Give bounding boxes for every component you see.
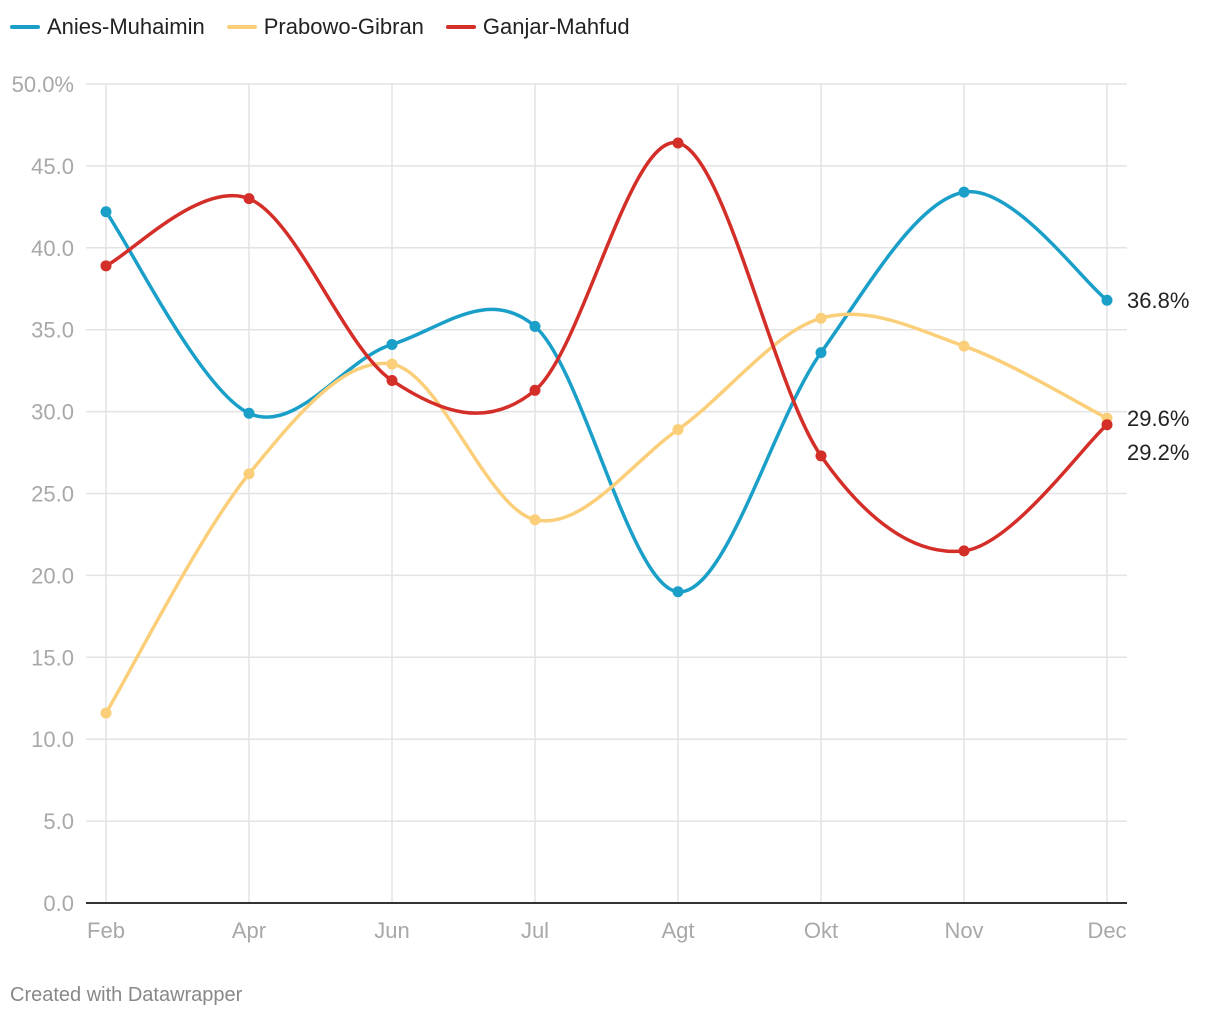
series-line-anies-muhaimin bbox=[104, 189, 1109, 594]
data-point bbox=[100, 260, 112, 272]
legend-item: Prabowo-Gibran bbox=[226, 14, 424, 40]
label-layer: 36.8% 29.6% 29.2% bbox=[1127, 288, 1189, 465]
y-tick-label: 15.0 bbox=[31, 645, 74, 670]
legend-label: Ganjar-Mahfud bbox=[482, 14, 630, 39]
y-tick-label: 45.0 bbox=[31, 154, 74, 179]
data-point bbox=[958, 340, 970, 352]
y-tick-label: 50.0% bbox=[12, 72, 74, 97]
x-tick-label: Dec bbox=[1087, 918, 1126, 943]
x-tick-label: Agt bbox=[661, 918, 694, 943]
data-point bbox=[529, 514, 541, 526]
y-tick-label: 0.0 bbox=[43, 891, 74, 916]
end-value-label: 29.6% bbox=[1127, 406, 1189, 431]
data-point bbox=[958, 545, 970, 557]
end-value-label: 36.8% bbox=[1127, 288, 1189, 313]
series-line-ganjar-mahfud bbox=[104, 141, 1109, 554]
data-point bbox=[100, 206, 112, 218]
y-tick-label: 25.0 bbox=[31, 482, 74, 507]
data-point bbox=[386, 358, 398, 370]
data-point bbox=[672, 586, 684, 598]
line-chart: 0.0 5.0 10.0 15.0 20.0 25.0 30.0 35.0 40.0 45.0 50… bbox=[12, 72, 1190, 943]
y-tick-label: 5.0 bbox=[43, 809, 74, 834]
data-point bbox=[100, 707, 112, 719]
chart-legend: Anies-Muhaimin Prabowo-Gibran Ganjar-Mahfu… bbox=[10, 14, 652, 40]
legend-swatch bbox=[226, 25, 257, 29]
data-point bbox=[243, 468, 255, 480]
data-point bbox=[1101, 419, 1113, 431]
y-tick-label: 20.0 bbox=[31, 563, 74, 588]
data-point bbox=[815, 312, 827, 324]
end-value-label: 29.2% bbox=[1127, 440, 1189, 465]
data-point bbox=[243, 193, 255, 205]
series-line-prabowo-gibran bbox=[104, 312, 1109, 715]
x-tick-label: Okt bbox=[804, 918, 838, 943]
y-tick-label: 40.0 bbox=[31, 236, 74, 261]
grid-layer bbox=[86, 83, 1127, 903]
x-tick-label: Feb bbox=[87, 918, 125, 943]
legend-label: Anies-Muhaimin bbox=[47, 14, 205, 39]
y-tick-label: 35.0 bbox=[31, 318, 74, 343]
legend-swatch bbox=[445, 25, 476, 29]
data-point bbox=[672, 424, 684, 436]
y-tick-label: 30.0 bbox=[31, 400, 74, 425]
series-layer bbox=[100, 137, 1113, 719]
data-point bbox=[386, 374, 398, 386]
x-tick-label: Nov bbox=[944, 918, 983, 943]
legend-swatch bbox=[10, 25, 40, 29]
data-point bbox=[1101, 294, 1113, 306]
data-point bbox=[386, 338, 398, 350]
data-point bbox=[815, 450, 827, 462]
legend-item: Anies-Muhaimin bbox=[10, 14, 205, 40]
y-tick-label: 10.0 bbox=[31, 727, 74, 752]
x-tick-label: Jun bbox=[374, 918, 409, 943]
data-point bbox=[958, 186, 970, 198]
data-point bbox=[529, 320, 541, 332]
data-point bbox=[529, 384, 541, 396]
x-tick-label: Jul bbox=[521, 918, 549, 943]
legend-item: Ganjar-Mahfud bbox=[445, 14, 630, 40]
data-point bbox=[243, 407, 255, 419]
footer-credit: Created with Datawrapper bbox=[10, 984, 243, 1006]
x-tick-label: Apr bbox=[232, 918, 266, 943]
data-point bbox=[815, 347, 827, 359]
axis-layer: 0.0 5.0 10.0 15.0 20.0 25.0 30.0 35.0 40.0 45.0 50… bbox=[12, 72, 1127, 943]
legend-label: Prabowo-Gibran bbox=[263, 14, 424, 39]
data-point bbox=[672, 137, 684, 149]
